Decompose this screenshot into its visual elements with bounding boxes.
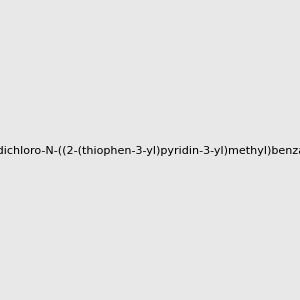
Text: 3,4-dichloro-N-((2-(thiophen-3-yl)pyridin-3-yl)methyl)benzamide: 3,4-dichloro-N-((2-(thiophen-3-yl)pyridi… [0, 146, 300, 157]
